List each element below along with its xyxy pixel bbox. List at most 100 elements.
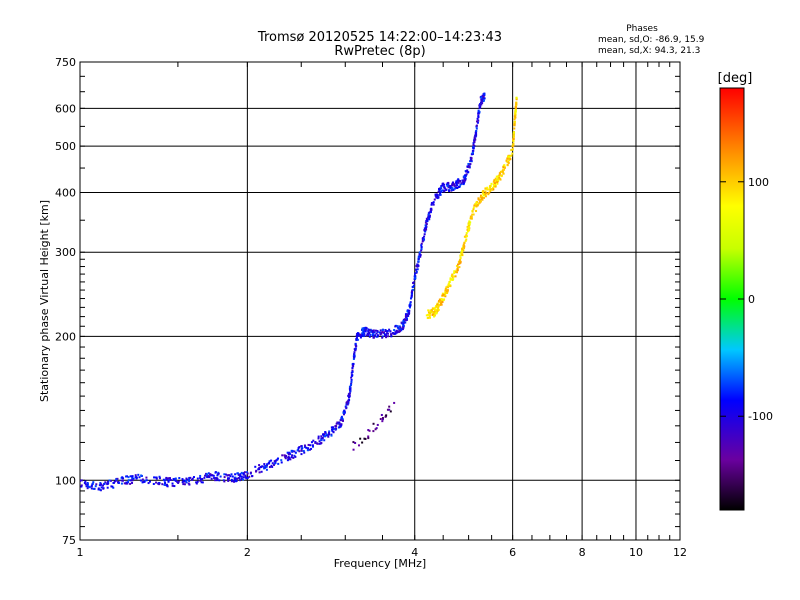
data-point [417, 260, 420, 263]
data-point [240, 477, 243, 480]
data-point [418, 252, 421, 255]
data-point [434, 306, 437, 309]
data-point [466, 169, 469, 172]
data-point [385, 414, 388, 417]
data-point [204, 474, 207, 477]
data-point [88, 486, 91, 489]
data-point [504, 166, 507, 169]
x-tick-label: 10 [629, 546, 643, 559]
data-point [455, 264, 458, 267]
data-point [242, 478, 245, 481]
data-point [402, 320, 405, 323]
data-point [512, 136, 515, 139]
data-point [512, 145, 515, 148]
data-point [155, 481, 158, 484]
data-point [229, 475, 232, 478]
data-point [388, 408, 391, 411]
data-point [462, 243, 465, 246]
data-point [364, 327, 367, 330]
data-point [107, 480, 110, 483]
data-point [367, 435, 370, 438]
data-point [327, 435, 330, 438]
data-point [265, 464, 268, 467]
data-point [450, 189, 453, 192]
data-point [472, 213, 475, 216]
data-point [411, 291, 414, 294]
data-point [163, 483, 166, 486]
data-point [298, 446, 301, 449]
data-point [459, 261, 462, 264]
data-point [475, 120, 478, 123]
data-point [412, 281, 415, 284]
data-point [120, 479, 123, 482]
data-point [348, 385, 351, 388]
data-point [387, 335, 390, 338]
data-point [410, 294, 413, 297]
data-point [364, 437, 367, 440]
data-point [139, 479, 142, 482]
data-point [373, 331, 376, 334]
data-point [470, 159, 473, 162]
data-point [514, 113, 517, 116]
data-point [440, 297, 443, 300]
data-point [492, 180, 495, 183]
data-point [359, 437, 362, 440]
data-point [327, 433, 330, 436]
data-point [302, 450, 305, 453]
data-point [458, 262, 461, 265]
data-point [462, 175, 465, 178]
data-point [365, 334, 368, 337]
data-point [164, 482, 167, 485]
data-point [438, 298, 441, 301]
data-point [419, 255, 422, 258]
data-point [352, 448, 355, 451]
data-point [351, 366, 354, 369]
data-point [480, 96, 483, 99]
data-point [381, 420, 384, 423]
data-point [509, 158, 512, 161]
data-point [161, 483, 164, 486]
data-point [182, 483, 185, 486]
data-point [209, 473, 212, 476]
data-point [475, 129, 478, 132]
data-point [406, 310, 409, 313]
data-point [351, 369, 354, 372]
data-point [171, 482, 174, 485]
data-point [443, 185, 446, 188]
data-point [479, 200, 482, 203]
data-point [375, 427, 378, 430]
data-point [427, 212, 430, 215]
data-point [297, 447, 300, 450]
data-point [264, 465, 267, 468]
data-point [466, 165, 469, 168]
data-point [134, 474, 137, 477]
data-point [350, 378, 353, 381]
data-point [437, 308, 440, 311]
data-point [257, 468, 260, 471]
data-point [320, 437, 323, 440]
data-point [436, 303, 439, 306]
data-point [423, 233, 426, 236]
data-point [184, 479, 187, 482]
data-point [100, 486, 103, 489]
data-point [479, 105, 482, 108]
data-point [189, 476, 192, 479]
data-point [141, 478, 144, 481]
data-point [424, 227, 427, 230]
data-point [512, 139, 515, 142]
data-point [512, 131, 515, 134]
data-point [207, 474, 210, 477]
data-point [479, 103, 482, 106]
data-point [381, 335, 384, 338]
data-point [424, 230, 427, 233]
data-point [430, 311, 433, 314]
data-point [459, 254, 462, 257]
data-point [340, 423, 343, 426]
data-point [80, 485, 83, 488]
data-point [430, 309, 433, 312]
data-point [404, 313, 407, 316]
data-point [268, 460, 271, 463]
data-point [425, 314, 428, 317]
data-point [402, 322, 405, 325]
data-point [378, 331, 381, 334]
